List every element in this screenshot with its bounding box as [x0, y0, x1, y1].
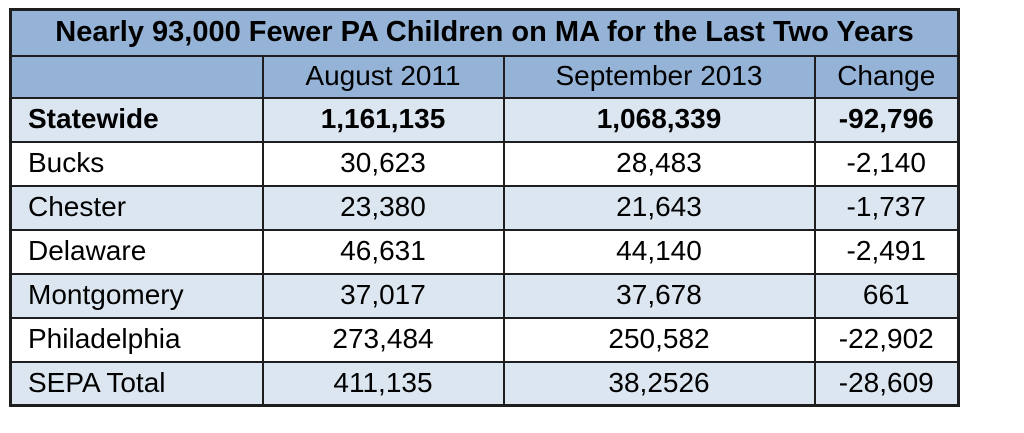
table-row-chester: Chester 23,380 21,643 -1,737 — [9, 184, 960, 231]
table-title-row: Nearly 93,000 Fewer PA Children on MA fo… — [9, 8, 960, 57]
row-label: Statewide — [9, 96, 264, 143]
table-row-delaware: Delaware 46,631 44,140 -2,491 — [9, 228, 960, 275]
cell-change: -1,737 — [813, 184, 960, 231]
table-header-row: August 2011 September 2013 Change — [9, 54, 960, 99]
cell-aug-2011: 46,631 — [261, 228, 505, 275]
table-row-bucks: Bucks 30,623 28,483 -2,140 — [9, 140, 960, 187]
cell-aug-2011: 1,161,135 — [261, 96, 505, 143]
cell-aug-2011: 23,380 — [261, 184, 505, 231]
cell-sep-2013: 44,140 — [502, 228, 816, 275]
row-label: Delaware — [9, 228, 264, 275]
row-label: Bucks — [9, 140, 264, 187]
cell-sep-2013: 37,678 — [502, 272, 816, 319]
col-header-september-2013: September 2013 — [502, 54, 816, 99]
data-table: Nearly 93,000 Fewer PA Children on MA fo… — [9, 8, 961, 407]
row-label: SEPA Total — [9, 360, 264, 407]
row-label: Chester — [9, 184, 264, 231]
col-header-blank — [9, 54, 264, 99]
row-label: Montgomery — [9, 272, 264, 319]
cell-change: -2,140 — [813, 140, 960, 187]
cell-sep-2013: 250,582 — [502, 316, 816, 363]
cell-change: 661 — [813, 272, 960, 319]
col-header-change: Change — [813, 54, 960, 99]
cell-aug-2011: 30,623 — [261, 140, 505, 187]
cell-sep-2013: 1,068,339 — [502, 96, 816, 143]
table-row-montgomery: Montgomery 37,017 37,678 661 — [9, 272, 960, 319]
cell-sep-2013: 28,483 — [502, 140, 816, 187]
row-label: Philadelphia — [9, 316, 264, 363]
col-header-august-2011: August 2011 — [261, 54, 505, 99]
cell-sep-2013: 38,2526 — [502, 360, 816, 407]
table-row-philadelphia: Philadelphia 273,484 250,582 -22,902 — [9, 316, 960, 363]
cell-aug-2011: 273,484 — [261, 316, 505, 363]
cell-change: -28,609 — [813, 360, 960, 407]
table-row-statewide: Statewide 1,161,135 1,068,339 -92,796 — [9, 96, 960, 143]
ma-enrollment-table: Nearly 93,000 Fewer PA Children on MA fo… — [9, 8, 961, 407]
cell-change: -2,491 — [813, 228, 960, 275]
cell-change: -22,902 — [813, 316, 960, 363]
cell-sep-2013: 21,643 — [502, 184, 816, 231]
table-row-sepa-total: SEPA Total 411,135 38,2526 -28,609 — [9, 360, 960, 407]
cell-change: -92,796 — [813, 96, 960, 143]
cell-aug-2011: 37,017 — [261, 272, 505, 319]
table-title: Nearly 93,000 Fewer PA Children on MA fo… — [9, 8, 960, 57]
cell-aug-2011: 411,135 — [261, 360, 505, 407]
